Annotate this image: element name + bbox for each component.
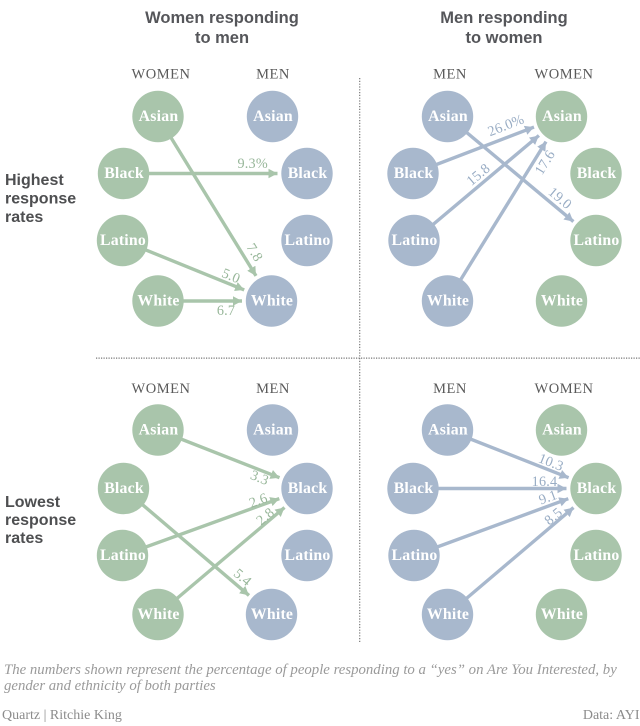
svg-text:16.4: 16.4	[532, 474, 558, 490]
svg-text:Quartz | Ritchie King: Quartz | Ritchie King	[2, 708, 122, 723]
svg-text:White: White	[427, 292, 469, 309]
svg-text:Latino: Latino	[285, 232, 331, 249]
svg-text:Latino: Latino	[285, 547, 331, 564]
svg-text:rates: rates	[5, 209, 43, 226]
svg-text:Latino: Latino	[574, 232, 620, 249]
svg-text:Latino: Latino	[100, 232, 146, 249]
svg-text:Black: Black	[104, 165, 144, 182]
svg-text:The numbers shown represent th: The numbers shown represent the percenta…	[4, 662, 617, 678]
svg-text:Asian: Asian	[139, 108, 179, 125]
svg-text:MEN: MEN	[256, 381, 290, 397]
svg-text:Black: Black	[104, 480, 144, 497]
svg-text:Black: Black	[394, 480, 434, 497]
svg-text:to men: to men	[195, 29, 249, 47]
svg-text:Black: Black	[577, 165, 617, 182]
svg-text:9.1: 9.1	[537, 487, 560, 508]
svg-text:White: White	[251, 606, 293, 623]
svg-text:WOMEN: WOMEN	[535, 381, 594, 397]
svg-text:response: response	[5, 512, 76, 529]
svg-text:MEN: MEN	[433, 381, 467, 397]
svg-text:White: White	[251, 292, 293, 309]
svg-text:MEN: MEN	[256, 67, 290, 83]
svg-text:Black: Black	[288, 165, 328, 182]
svg-text:6.7: 6.7	[217, 303, 235, 319]
svg-text:Black: Black	[577, 480, 617, 497]
svg-text:Data: AYI: Data: AYI	[583, 708, 640, 723]
svg-text:rates: rates	[5, 530, 43, 547]
svg-text:Men responding: Men responding	[440, 9, 567, 27]
svg-text:gender and ethnicity of both p: gender and ethnicity of both parties	[4, 678, 216, 694]
svg-text:White: White	[541, 292, 583, 309]
svg-text:Highest: Highest	[5, 172, 64, 189]
svg-text:WOMEN: WOMEN	[132, 67, 191, 83]
svg-text:Asian: Asian	[139, 421, 179, 438]
svg-text:2.6: 2.6	[247, 490, 270, 511]
svg-text:response: response	[5, 191, 76, 208]
svg-text:Asian: Asian	[542, 421, 582, 438]
svg-text:Asian: Asian	[542, 108, 582, 125]
svg-text:Asian: Asian	[253, 421, 293, 438]
svg-text:3.3: 3.3	[248, 467, 271, 489]
svg-text:Black: Black	[288, 480, 328, 497]
svg-text:Asian: Asian	[428, 108, 468, 125]
svg-text:Asian: Asian	[253, 108, 293, 125]
svg-text:Lowest: Lowest	[5, 494, 61, 511]
svg-text:5.0: 5.0	[219, 265, 242, 287]
svg-text:Latino: Latino	[574, 547, 620, 564]
svg-text:Latino: Latino	[392, 547, 438, 564]
svg-text:9.3%: 9.3%	[238, 156, 268, 172]
svg-text:Women responding: Women responding	[145, 9, 299, 27]
svg-text:Black: Black	[394, 165, 434, 182]
svg-text:WOMEN: WOMEN	[132, 381, 191, 397]
svg-text:MEN: MEN	[433, 67, 467, 83]
svg-text:White: White	[541, 606, 583, 623]
svg-text:Latino: Latino	[100, 547, 146, 564]
svg-text:White: White	[137, 606, 179, 623]
svg-text:Asian: Asian	[428, 421, 468, 438]
svg-text:to women: to women	[466, 29, 543, 47]
svg-text:WOMEN: WOMEN	[535, 67, 594, 83]
svg-text:Latino: Latino	[392, 232, 438, 249]
svg-text:White: White	[427, 606, 469, 623]
svg-text:White: White	[137, 292, 179, 309]
